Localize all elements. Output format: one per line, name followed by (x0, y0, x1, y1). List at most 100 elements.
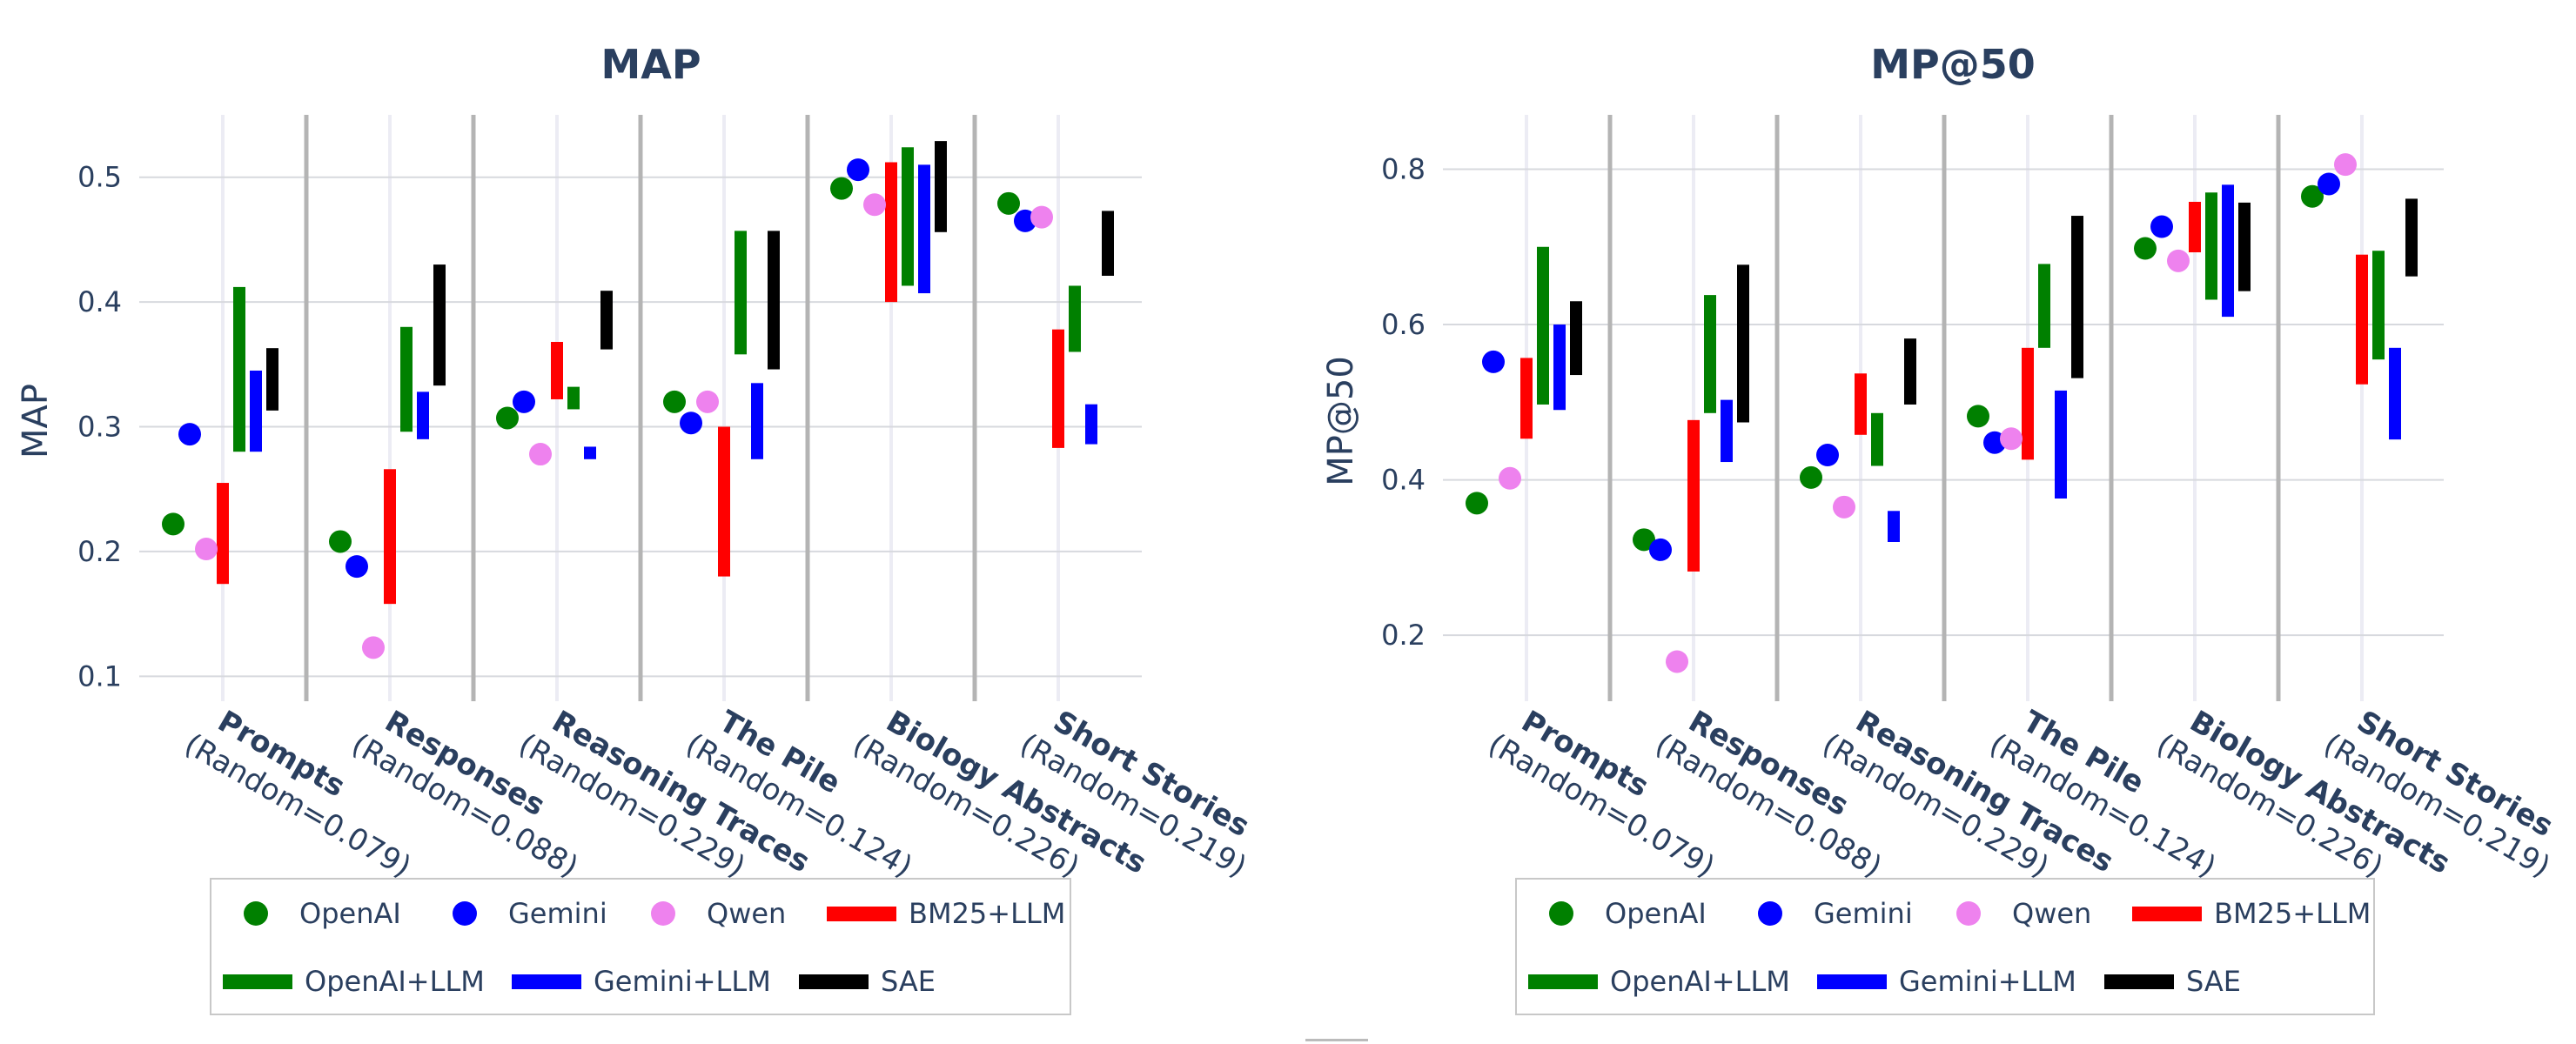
y-tick-label: 0.8 (1381, 152, 1426, 185)
dot-qwen-3 (529, 443, 552, 466)
bar-bm25-llm-2 (1687, 419, 1700, 572)
bar-sae-3 (1904, 338, 1916, 405)
legend-marker (799, 974, 869, 989)
legend-marker (1817, 974, 1887, 989)
bar-sae-2 (1737, 264, 1749, 423)
dot-gemini-5 (847, 158, 869, 182)
dot-qwen-5 (2167, 249, 2190, 272)
dot-qwen-6 (2334, 153, 2357, 177)
bar-sae-5 (2238, 202, 2251, 291)
dot-openai-2 (1633, 528, 1655, 552)
dot-qwen-2 (1666, 650, 1688, 673)
bar-gemini-llm-4 (751, 383, 763, 459)
dot-openai-5 (830, 177, 853, 200)
dot-openai-4 (1967, 405, 1989, 428)
dot-openai-1 (162, 512, 184, 536)
bar-gemini-llm-6 (1085, 404, 1097, 445)
bar-gemini-llm-2 (1721, 399, 1733, 463)
bar-bm25-llm-3 (551, 341, 563, 399)
legend-item-sae: SAE (799, 965, 936, 998)
y-tick-label: 0.5 (77, 161, 122, 194)
legend-item-openai-llm: OpenAI+LLM (1528, 965, 1790, 998)
legend-marker (2132, 907, 2202, 921)
dot-gemini-6 (2318, 172, 2340, 196)
bar-gemini-llm-4 (2055, 390, 2067, 499)
bar-openai-llm-4 (735, 231, 747, 355)
legend-label: Qwen (707, 897, 786, 930)
legend-marker (827, 907, 896, 921)
bar-openai-llm-2 (1704, 295, 1716, 413)
y-tick-label: 0.2 (1381, 619, 1426, 652)
bar-sae-4 (768, 231, 780, 370)
bar-sae-1 (266, 348, 278, 411)
bar-openai-llm-3 (1871, 412, 1883, 466)
legend-marker (651, 901, 675, 926)
legend-item-gemini-llm: Gemini+LLM (512, 965, 771, 998)
bar-sae-6 (1102, 211, 1114, 276)
bar-openai-llm-5 (902, 147, 914, 286)
bar-gemini-llm-5 (918, 164, 930, 294)
legend-marker (244, 901, 268, 926)
legend-label: OpenAI (1605, 897, 1707, 930)
dot-qwen-3 (1833, 495, 1855, 519)
dot-gemini-3 (1816, 444, 1839, 467)
dot-qwen-1 (195, 538, 218, 561)
dot-openai-4 (663, 390, 686, 413)
bar-bm25-llm-6 (2356, 254, 2368, 385)
legend-label: Gemini (508, 897, 607, 930)
legend-marker (2104, 974, 2174, 989)
legend-item-gemini-llm: Gemini+LLM (1817, 965, 2076, 998)
bar-gemini-llm-1 (250, 370, 262, 452)
legend-item-openai-llm: OpenAI+LLM (223, 965, 485, 998)
legend-box (1515, 878, 2375, 1015)
bar-openai-llm-6 (1069, 285, 1081, 352)
bar-bm25-llm-6 (1052, 329, 1064, 448)
y-tick-label: 0.1 (77, 659, 122, 693)
legend-item-openai: OpenAI (244, 897, 401, 930)
dot-qwen-1 (1499, 466, 1521, 490)
dot-qwen-5 (863, 193, 886, 217)
legend-marker (1549, 901, 1573, 926)
legend-item-qwen: Qwen (651, 897, 786, 930)
legend: OpenAI Gemini Qwen BM25+LLM OpenAI+LLM Gemini… (210, 878, 1071, 1015)
legend-label: OpenAI+LLM (1610, 965, 1790, 998)
chart-panel-2: 0.20.40.60.8MP@50MP@50Prompts(Random=0.0… (1321, 41, 2559, 1015)
dot-qwen-6 (1030, 205, 1053, 229)
chart-title: MAP (600, 41, 701, 88)
dot-qwen-4 (2000, 427, 2023, 451)
bar-sae-2 (433, 264, 446, 386)
legend-marker (1758, 901, 1782, 926)
bar-sae-1 (1570, 301, 1582, 376)
dot-gemini-1 (1482, 350, 1505, 373)
legend-item-gemini: Gemini (1758, 897, 1913, 930)
legend-label: Gemini+LLM (594, 965, 771, 998)
legend-item-bm25-llm: BM25+LLM (827, 897, 1065, 930)
dot-openai-3 (496, 406, 519, 430)
dot-gemini-3 (513, 390, 535, 413)
legend-marker (223, 974, 292, 989)
bar-bm25-llm-1 (1520, 358, 1533, 439)
legend-marker (1528, 974, 1598, 989)
dot-gemini-2 (345, 555, 368, 579)
bar-openai-llm-2 (400, 326, 413, 432)
bar-sae-5 (935, 141, 947, 232)
legend-box (210, 878, 1071, 1015)
bar-openai-llm-1 (233, 286, 245, 452)
bar-bm25-llm-3 (1855, 373, 1867, 435)
bar-sae-6 (2405, 198, 2418, 277)
dot-qwen-2 (362, 636, 385, 659)
y-tick-label: 0.4 (1381, 464, 1426, 497)
bar-openai-llm-4 (2038, 264, 2050, 348)
legend-label: OpenAI+LLM (305, 965, 485, 998)
legend-label: OpenAI (299, 897, 401, 930)
bar-bm25-llm-4 (2022, 347, 2034, 460)
footer-mark (1305, 1039, 1368, 1041)
bar-bm25-llm-1 (217, 483, 229, 585)
dot-gemini-1 (178, 423, 201, 446)
dot-openai-1 (1466, 492, 1488, 515)
legend-marker (1956, 901, 1981, 926)
dot-openai-5 (2134, 237, 2157, 260)
bar-gemini-llm-3 (1888, 511, 1900, 542)
legend-label: BM25+LLM (2214, 897, 2371, 930)
bar-sae-3 (600, 291, 613, 350)
